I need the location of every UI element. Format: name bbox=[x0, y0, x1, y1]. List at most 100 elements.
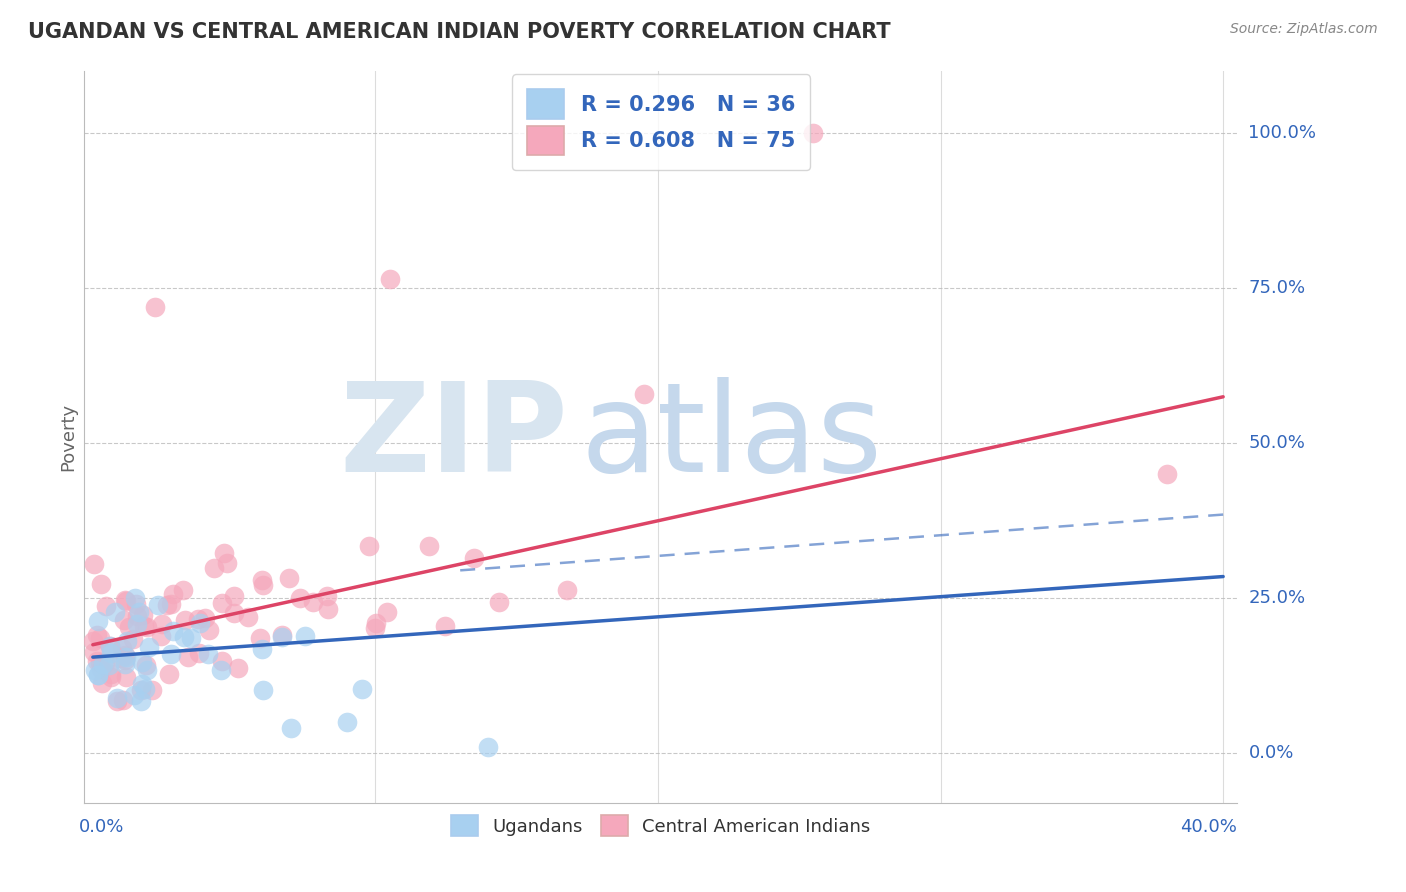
Point bbox=[91, 657, 114, 672]
Point bbox=[93, 656, 115, 670]
Point bbox=[83, 645, 105, 659]
Point bbox=[236, 610, 259, 624]
Point bbox=[143, 300, 166, 314]
Point bbox=[173, 613, 195, 627]
Point bbox=[146, 598, 169, 612]
Point bbox=[100, 670, 122, 684]
Point bbox=[315, 590, 337, 604]
Point bbox=[555, 583, 578, 598]
Point bbox=[211, 596, 233, 610]
Point bbox=[135, 620, 157, 634]
Text: 40.0%: 40.0% bbox=[1181, 818, 1237, 837]
Point bbox=[89, 631, 111, 645]
Text: Source: ZipAtlas.com: Source: ZipAtlas.com bbox=[1230, 22, 1378, 37]
Point bbox=[359, 539, 381, 553]
Point bbox=[212, 546, 235, 560]
Point bbox=[378, 272, 401, 286]
Point bbox=[418, 539, 440, 553]
Point bbox=[352, 682, 374, 697]
Point bbox=[135, 658, 157, 673]
Point bbox=[1156, 467, 1178, 482]
Point bbox=[86, 668, 108, 682]
Point bbox=[280, 722, 302, 736]
Point bbox=[211, 654, 233, 668]
Point bbox=[294, 629, 316, 643]
Point bbox=[271, 628, 294, 642]
Point bbox=[86, 628, 108, 642]
Point bbox=[100, 646, 122, 660]
Point bbox=[477, 739, 499, 754]
Point bbox=[124, 591, 146, 606]
Point bbox=[87, 614, 110, 628]
Point bbox=[252, 641, 274, 656]
Point bbox=[134, 681, 156, 696]
Point bbox=[136, 663, 159, 677]
Point bbox=[278, 571, 301, 585]
Text: 0.0%: 0.0% bbox=[79, 818, 124, 837]
Point bbox=[141, 682, 163, 697]
Point bbox=[87, 668, 110, 682]
Legend: Ugandans, Central American Indians: Ugandans, Central American Indians bbox=[441, 806, 880, 845]
Point bbox=[433, 618, 456, 632]
Point bbox=[112, 693, 135, 707]
Point bbox=[127, 617, 149, 632]
Point bbox=[198, 623, 221, 637]
Point bbox=[98, 658, 121, 673]
Point bbox=[157, 667, 180, 681]
Point bbox=[316, 602, 339, 616]
Point bbox=[125, 597, 148, 611]
Text: ZIP: ZIP bbox=[340, 376, 568, 498]
Point bbox=[114, 648, 136, 662]
Point bbox=[803, 126, 825, 140]
Point bbox=[222, 589, 245, 603]
Point bbox=[114, 593, 136, 607]
Point bbox=[128, 605, 150, 619]
Point bbox=[129, 694, 152, 708]
Point bbox=[375, 605, 398, 619]
Point bbox=[129, 683, 152, 698]
Point bbox=[177, 650, 200, 665]
Point bbox=[90, 662, 112, 676]
Point bbox=[249, 632, 271, 646]
Point bbox=[209, 663, 232, 677]
Text: 50.0%: 50.0% bbox=[1249, 434, 1305, 452]
Point bbox=[463, 550, 485, 565]
Point bbox=[132, 607, 155, 622]
Text: atlas: atlas bbox=[581, 376, 882, 498]
Point bbox=[83, 557, 105, 571]
Point bbox=[82, 634, 104, 648]
Point bbox=[162, 624, 184, 638]
Point bbox=[173, 631, 195, 645]
Point bbox=[366, 616, 388, 631]
Point bbox=[187, 612, 209, 626]
Point bbox=[172, 583, 194, 598]
Point bbox=[114, 650, 136, 665]
Point bbox=[197, 647, 219, 661]
Point bbox=[122, 632, 145, 646]
Point bbox=[115, 633, 138, 648]
Point bbox=[90, 675, 112, 690]
Point bbox=[86, 654, 108, 668]
Point bbox=[252, 578, 274, 592]
Point bbox=[89, 656, 111, 670]
Point bbox=[114, 657, 136, 672]
Point bbox=[131, 655, 153, 669]
Text: 25.0%: 25.0% bbox=[1249, 590, 1306, 607]
Point bbox=[150, 616, 173, 631]
Point bbox=[226, 661, 249, 675]
Point bbox=[188, 615, 211, 630]
Point bbox=[98, 639, 121, 653]
Point bbox=[118, 620, 141, 634]
Point bbox=[633, 386, 655, 401]
Point bbox=[250, 573, 273, 587]
Text: UGANDAN VS CENTRAL AMERICAN INDIAN POVERTY CORRELATION CHART: UGANDAN VS CENTRAL AMERICAN INDIAN POVER… bbox=[28, 22, 891, 42]
Point bbox=[90, 577, 112, 591]
Point bbox=[98, 640, 121, 654]
Point bbox=[105, 694, 128, 708]
Text: 75.0%: 75.0% bbox=[1249, 279, 1306, 297]
Point bbox=[122, 688, 145, 702]
Point bbox=[105, 690, 128, 705]
Point bbox=[127, 609, 149, 624]
Point bbox=[188, 646, 211, 660]
Point bbox=[112, 613, 135, 627]
